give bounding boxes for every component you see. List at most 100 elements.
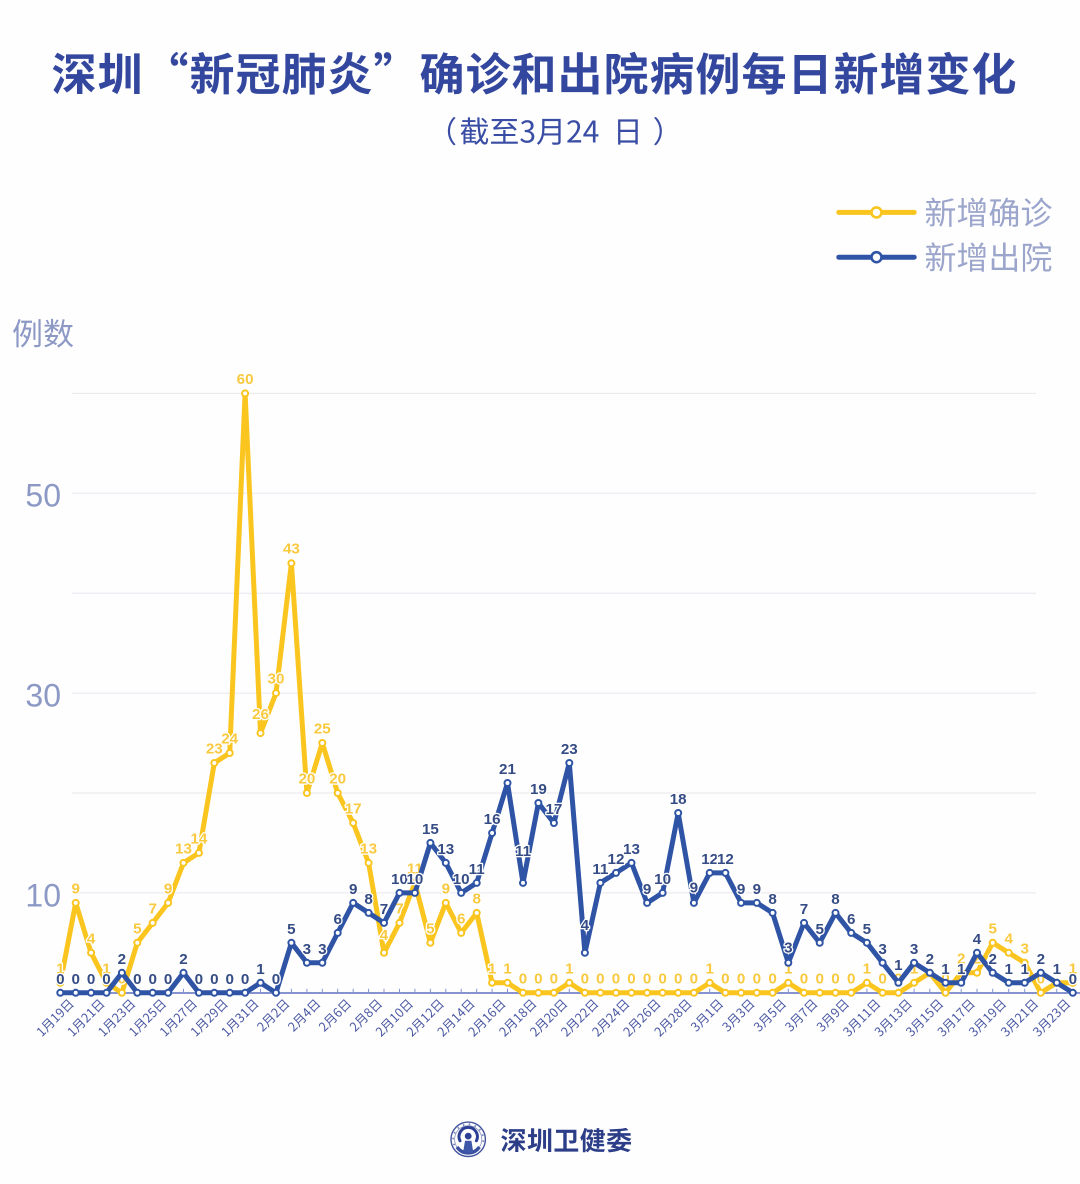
svg-text:1: 1 — [1020, 961, 1029, 978]
svg-text:0: 0 — [768, 970, 776, 987]
svg-text:0: 0 — [1069, 971, 1077, 988]
svg-text:23: 23 — [561, 741, 578, 758]
svg-text:2: 2 — [1037, 951, 1045, 968]
svg-text:1: 1 — [941, 961, 950, 978]
svg-text:3: 3 — [878, 941, 886, 958]
svg-text:11: 11 — [515, 843, 532, 860]
svg-text:9: 9 — [737, 881, 745, 898]
svg-text:4: 4 — [581, 917, 590, 934]
svg-text:0: 0 — [1037, 970, 1045, 987]
svg-text:18: 18 — [670, 791, 687, 808]
svg-text:7: 7 — [380, 901, 388, 918]
svg-text:2: 2 — [118, 951, 126, 968]
svg-text:0: 0 — [878, 970, 886, 987]
svg-text:7: 7 — [148, 900, 156, 917]
svg-text:0: 0 — [831, 970, 839, 987]
svg-text:15: 15 — [422, 821, 439, 838]
svg-text:0: 0 — [690, 970, 698, 987]
svg-text:1: 1 — [910, 960, 919, 977]
svg-text:3: 3 — [303, 941, 311, 958]
svg-text:0: 0 — [627, 970, 635, 987]
svg-text:0: 0 — [56, 971, 64, 988]
svg-text:21: 21 — [499, 761, 516, 778]
svg-text:25: 25 — [314, 721, 331, 738]
svg-text:0: 0 — [581, 970, 589, 987]
svg-text:1: 1 — [957, 961, 966, 978]
svg-text:5: 5 — [815, 921, 824, 938]
svg-text:9: 9 — [164, 880, 172, 897]
svg-text:20: 20 — [298, 771, 315, 788]
svg-text:8: 8 — [364, 891, 372, 908]
svg-text:13: 13 — [437, 841, 454, 858]
svg-text:3: 3 — [784, 939, 792, 956]
svg-text:8: 8 — [768, 891, 776, 908]
svg-text:0: 0 — [148, 971, 156, 988]
svg-text:0: 0 — [753, 970, 761, 987]
svg-text:0: 0 — [721, 970, 729, 987]
svg-text:11: 11 — [592, 861, 609, 878]
svg-text:5: 5 — [133, 920, 142, 937]
svg-text:0: 0 — [519, 970, 527, 987]
svg-text:19: 19 — [530, 781, 547, 798]
svg-text:16: 16 — [484, 811, 501, 828]
svg-text:1: 1 — [565, 960, 574, 977]
svg-text:0: 0 — [164, 971, 172, 988]
svg-text:9: 9 — [442, 880, 450, 897]
svg-text:17: 17 — [545, 801, 562, 818]
svg-text:4: 4 — [380, 927, 389, 944]
svg-text:9: 9 — [71, 880, 79, 897]
svg-text:9: 9 — [349, 881, 357, 898]
svg-text:0: 0 — [210, 971, 218, 988]
svg-text:20: 20 — [329, 771, 346, 788]
svg-text:7: 7 — [395, 900, 403, 917]
svg-text:24: 24 — [221, 731, 238, 748]
svg-text:0: 0 — [612, 970, 620, 987]
svg-text:1: 1 — [705, 960, 714, 977]
svg-text:6: 6 — [457, 910, 465, 927]
svg-text:1: 1 — [1069, 960, 1078, 977]
svg-text:2: 2 — [926, 950, 934, 967]
svg-text:1: 1 — [863, 960, 872, 977]
svg-text:0: 0 — [643, 970, 651, 987]
svg-text:12: 12 — [608, 851, 625, 868]
svg-text:9: 9 — [643, 881, 651, 898]
svg-text:50: 50 — [25, 478, 61, 514]
svg-text:9: 9 — [690, 879, 698, 896]
svg-text:0: 0 — [241, 971, 249, 988]
svg-text:3: 3 — [1020, 940, 1028, 957]
svg-text:0: 0 — [225, 971, 233, 988]
svg-text:0: 0 — [272, 971, 280, 988]
svg-text:0: 0 — [87, 971, 95, 988]
svg-text:30: 30 — [25, 678, 61, 714]
svg-text:1: 1 — [894, 957, 903, 974]
svg-text:7: 7 — [800, 901, 808, 918]
svg-text:0: 0 — [133, 971, 141, 988]
svg-text:6: 6 — [333, 911, 341, 928]
svg-text:2: 2 — [957, 950, 965, 967]
svg-text:2: 2 — [973, 950, 981, 967]
svg-text:43: 43 — [283, 541, 300, 558]
svg-text:4: 4 — [87, 930, 96, 947]
svg-text:0: 0 — [847, 970, 855, 987]
svg-text:0: 0 — [102, 971, 110, 988]
svg-text:1: 1 — [1053, 961, 1062, 978]
svg-text:2: 2 — [926, 951, 934, 968]
svg-text:1: 1 — [256, 961, 265, 978]
svg-text:5: 5 — [426, 920, 435, 937]
svg-text:0: 0 — [800, 970, 808, 987]
svg-text:1: 1 — [56, 960, 65, 977]
svg-text:10: 10 — [25, 877, 61, 913]
svg-text:0: 0 — [118, 970, 126, 987]
svg-text:5: 5 — [988, 920, 997, 937]
svg-text:3: 3 — [910, 941, 918, 958]
svg-text:0: 0 — [737, 970, 745, 987]
svg-text:0: 0 — [550, 970, 558, 987]
svg-text:0: 0 — [195, 971, 203, 988]
svg-text:0: 0 — [658, 970, 666, 987]
svg-text:0: 0 — [71, 971, 79, 988]
svg-text:10: 10 — [406, 871, 423, 888]
svg-text:0: 0 — [674, 970, 682, 987]
svg-text:4: 4 — [1004, 930, 1013, 947]
svg-text:2: 2 — [179, 951, 187, 968]
svg-text:23: 23 — [206, 741, 223, 758]
